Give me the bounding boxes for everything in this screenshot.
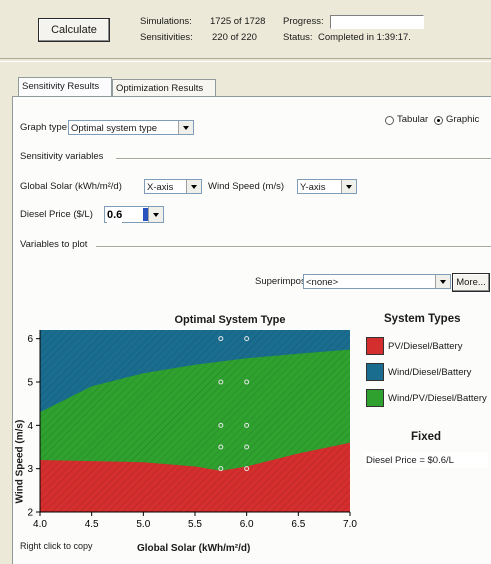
superimposed-label: Superimposed xyxy=(255,276,317,287)
fixed-text: Diesel Price = $0.6/L xyxy=(366,455,454,466)
wind-speed-label: Wind Speed (m/s) xyxy=(208,181,285,192)
tab-optimization-results[interactable]: Optimization Results xyxy=(112,79,216,96)
graph-type-value: Optimal system type xyxy=(71,123,158,134)
y-tick-label: 5 xyxy=(27,378,33,389)
y-tick-label: 6 xyxy=(27,334,33,345)
superimposed-select[interactable]: <none> xyxy=(303,274,451,289)
simulation-point xyxy=(244,379,250,385)
x-tick-label: 7.0 xyxy=(343,519,357,530)
global-solar-axis-value: X-axis xyxy=(147,182,174,193)
more-button-label: More... xyxy=(456,277,486,288)
tab-sensitivity-results-label: Sensitivity Results xyxy=(22,81,100,92)
simulation-point xyxy=(218,336,224,342)
chart-title: Optimal System Type xyxy=(174,314,286,326)
toolbar-divider xyxy=(0,58,491,62)
graph-type-label: Graph type xyxy=(20,122,67,133)
legend-label-wind-diesel-battery: Wind/Diesel/Battery xyxy=(388,367,472,378)
tab-sensitivity-results[interactable]: Sensitivity Results xyxy=(18,77,112,96)
calculate-label: Calculate xyxy=(51,24,97,36)
global-solar-axis-select[interactable]: X-axis xyxy=(144,179,202,194)
y-axis-label: Wind Speed (m/s) xyxy=(14,419,26,504)
chevron-down-icon xyxy=(435,275,450,288)
x-tick-label: 5.5 xyxy=(188,519,202,530)
graph-type-select[interactable]: Optimal system type xyxy=(68,120,194,135)
legend-label-wind-pv-diesel-battery: Wind/PV/Diesel/Battery xyxy=(388,393,487,404)
tabular-radio[interactable] xyxy=(385,116,394,125)
x-tick-label: 6.5 xyxy=(291,519,305,530)
x-tick-label: 4.5 xyxy=(85,519,99,530)
tab-optimization-results-label: Optimization Results xyxy=(116,83,204,94)
chevron-down-icon xyxy=(148,207,163,222)
simulation-point xyxy=(244,466,250,472)
diesel-price-select[interactable]: 0.6 xyxy=(104,206,164,224)
status-label: Status: xyxy=(283,32,313,43)
wind-speed-axis-select[interactable]: Y-axis xyxy=(297,179,357,194)
x-tick-label: 4.0 xyxy=(33,519,47,530)
graphic-radio[interactable] xyxy=(434,116,443,125)
chart-footer-note: Right click to copy xyxy=(20,541,93,551)
sensitivities-value: 220 of 220 xyxy=(212,32,257,43)
more-button[interactable]: More... xyxy=(452,273,490,292)
variables-to-plot-divider xyxy=(96,246,491,248)
tabular-label: Tabular xyxy=(397,114,429,125)
calculate-button[interactable]: Calculate xyxy=(38,18,110,42)
fixed-title: Fixed xyxy=(411,431,442,443)
x-tick-label: 6.0 xyxy=(240,519,254,530)
selection-highlight xyxy=(143,208,148,221)
y-axis-label-wrapper: Wind Speed (m/s) xyxy=(0,420,40,510)
chevron-down-icon xyxy=(341,180,356,193)
chart-plot: 4.0 4.5 5.0 5.5 6.0 6.5 7.0 2 3 4 5 6 xyxy=(27,330,357,530)
wind-speed-axis-value: Y-axis xyxy=(300,182,326,193)
x-tick-label: 5.0 xyxy=(136,519,150,530)
simulation-point xyxy=(244,422,250,428)
simulation-point xyxy=(244,336,250,342)
sensitivity-variables-divider xyxy=(116,158,491,160)
y-tick-label: 4 xyxy=(27,421,33,432)
simulation-point xyxy=(218,444,224,450)
x-axis-label: Global Solar (kWh/m²/d) xyxy=(137,543,251,554)
diesel-price-value: 0.6 xyxy=(107,207,123,224)
simulation-point xyxy=(218,422,224,428)
legend-swatch-pv-diesel-battery xyxy=(366,337,384,355)
global-solar-label: Global Solar (kWh/m²/d) xyxy=(20,181,122,192)
progress-bar xyxy=(330,15,424,29)
variables-to-plot-heading: Variables to plot xyxy=(20,239,88,250)
legend-swatch-wind-pv-diesel-battery xyxy=(366,389,384,407)
progress-fill xyxy=(331,16,423,28)
simulation-point xyxy=(244,444,250,450)
simulations-label: Simulations: xyxy=(140,16,192,27)
simulation-point xyxy=(218,466,224,472)
hatch-overlay xyxy=(40,330,350,512)
graphic-label: Graphic xyxy=(446,114,480,125)
superimposed-value: <none> xyxy=(306,277,339,288)
chevron-down-icon xyxy=(186,180,201,193)
y-tick-label: 3 xyxy=(27,464,33,475)
legend-swatch-wind-diesel-battery xyxy=(366,363,384,381)
simulation-point xyxy=(218,379,224,385)
chevron-down-icon xyxy=(178,121,193,134)
progress-label: Progress: xyxy=(283,16,324,27)
legend-label-pv-diesel-battery: PV/Diesel/Battery xyxy=(388,341,463,352)
sensitivities-label: Sensitivities: xyxy=(140,32,193,43)
y-tick-label: 2 xyxy=(27,508,33,519)
simulations-value: 1725 of 1728 xyxy=(210,16,266,27)
legend-title: System Types xyxy=(384,313,461,325)
fixed-value-box xyxy=(364,452,488,468)
status-value: Completed in 1:39:17. xyxy=(318,32,411,43)
sensitivity-variables-heading: Sensitivity variables xyxy=(20,151,104,162)
diesel-price-label: Diesel Price ($/L) xyxy=(20,209,93,220)
